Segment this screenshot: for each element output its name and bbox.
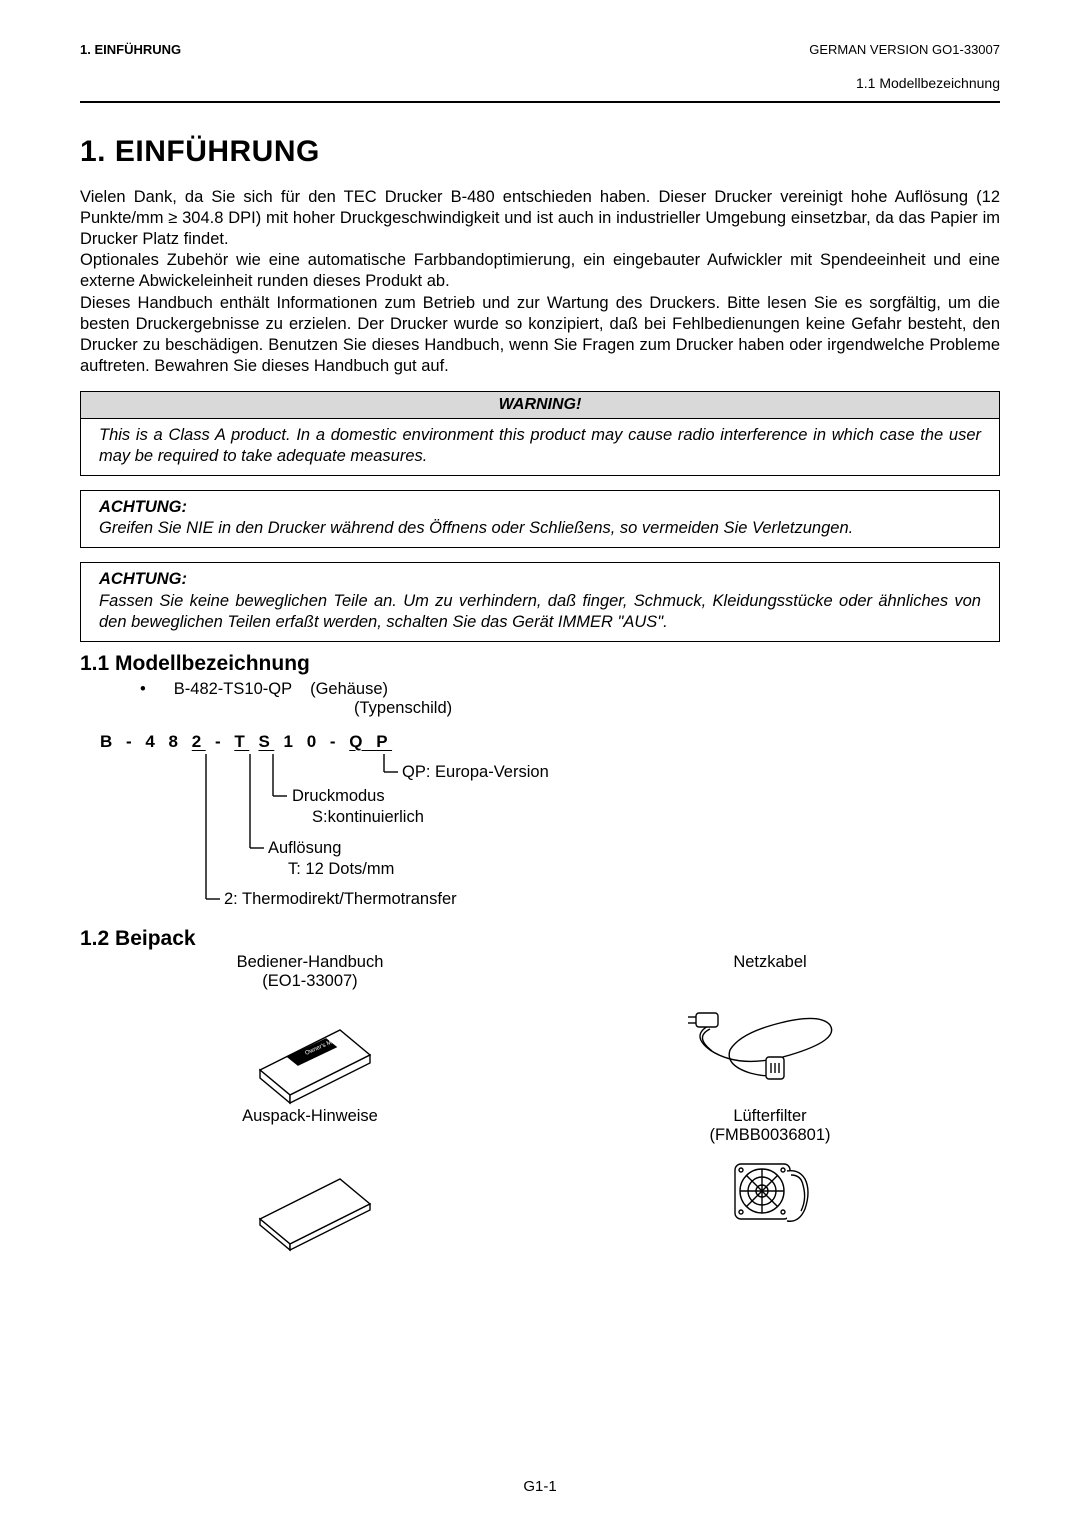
- manual-icon: Owner's Manual: [230, 995, 390, 1105]
- accessory-title: Lüfterfilter: [733, 1107, 806, 1126]
- label-thermo: 2: Thermodirekt/Thermotransfer: [224, 890, 457, 909]
- page-title: 1. EINFÜHRUNG: [80, 135, 1000, 169]
- warning-body: This is a Class A product. In a domestic…: [81, 419, 999, 475]
- page-header: 1. EINFÜHRUNG GERMAN VERSION GO1-33007: [80, 42, 1000, 57]
- achtung-box-1: ACHTUNG: Greifen Sie NIE in den Drucker …: [80, 490, 1000, 548]
- header-rule: [80, 101, 1000, 103]
- accessory-sub: (EO1-33007): [262, 972, 357, 991]
- intro-text: Vielen Dank, da Sie sich für den TEC Dru…: [80, 187, 1000, 377]
- accessory-title: Auspack-Hinweise: [242, 1107, 378, 1126]
- accessory-title: Bediener-Handbuch: [237, 953, 384, 972]
- label-qp: QP: Europa-Version: [402, 763, 549, 782]
- power-cord-icon: [680, 995, 860, 1105]
- label-druckmodus-2: S:kontinuierlich: [312, 808, 424, 827]
- model-number: B-482-TS10-QP: [174, 680, 292, 699]
- achtung-box-2: ACHTUNG: Fassen Sie keine beweglichen Te…: [80, 562, 1000, 641]
- accessory-manual: Bediener-Handbuch (EO1-33007) Owner's Ma…: [80, 953, 540, 1105]
- label-aufloesung-2: T: 12 Dots/mm: [288, 860, 394, 879]
- page-footer: G1-1: [0, 1478, 1080, 1495]
- header-right: GERMAN VERSION GO1-33007: [809, 42, 1000, 57]
- achtung1-body: ACHTUNG: Greifen Sie NIE in den Drucker …: [81, 491, 999, 547]
- bullet-dot-icon: •: [140, 680, 146, 699]
- warning-box: WARNING! This is a Class A product. In a…: [80, 391, 1000, 476]
- achtung2-body: ACHTUNG: Fassen Sie keine beweglichen Te…: [81, 563, 999, 640]
- label-aufloesung: Auflösung: [268, 839, 341, 858]
- accessories-grid: Bediener-Handbuch (EO1-33007) Owner's Ma…: [80, 953, 1000, 1259]
- label-druckmodus: Druckmodus: [292, 787, 385, 806]
- fan-filter-icon: [715, 1149, 825, 1239]
- model-code: B - 4 8 2 - T S 1 0 - Q P: [100, 732, 1000, 752]
- accessory-powercord: Netzkabel: [540, 953, 1000, 1105]
- accessory-title: Netzkabel: [733, 953, 806, 972]
- achtung1-text: Greifen Sie NIE in den Drucker während d…: [99, 519, 853, 537]
- accessory-filter: Lüfterfilter (FMBB0036801): [540, 1107, 1000, 1259]
- warning-title: WARNING!: [81, 392, 999, 419]
- section-1-2-heading: 1.2 Beipack: [80, 927, 1000, 951]
- model-breakdown-diagram: B - 4 8 2 - T S 1 0 - Q P QP: Europa-Ver…: [100, 732, 1000, 917]
- achtung2-text: Fassen Sie keine beweglichen Teile an. U…: [99, 592, 981, 631]
- section-1-1-heading: 1.1 Modellbezeichnung: [80, 652, 1000, 676]
- header-left: 1. EINFÜHRUNG: [80, 42, 181, 57]
- accessory-unpack: Auspack-Hinweise: [80, 1107, 540, 1259]
- achtung1-title: ACHTUNG:: [99, 497, 981, 518]
- gehause-note: (Gehäuse): [310, 680, 388, 699]
- header-sub: 1.1 Modellbezeichnung: [80, 75, 1000, 91]
- achtung2-title: ACHTUNG:: [99, 569, 981, 590]
- typenschild-note: (Typenschild): [354, 699, 1000, 718]
- accessory-sub: (FMBB0036801): [709, 1126, 830, 1145]
- model-bullet: • B-482-TS10-QP (Gehäuse): [140, 680, 1000, 699]
- sheet-icon: [230, 1149, 390, 1259]
